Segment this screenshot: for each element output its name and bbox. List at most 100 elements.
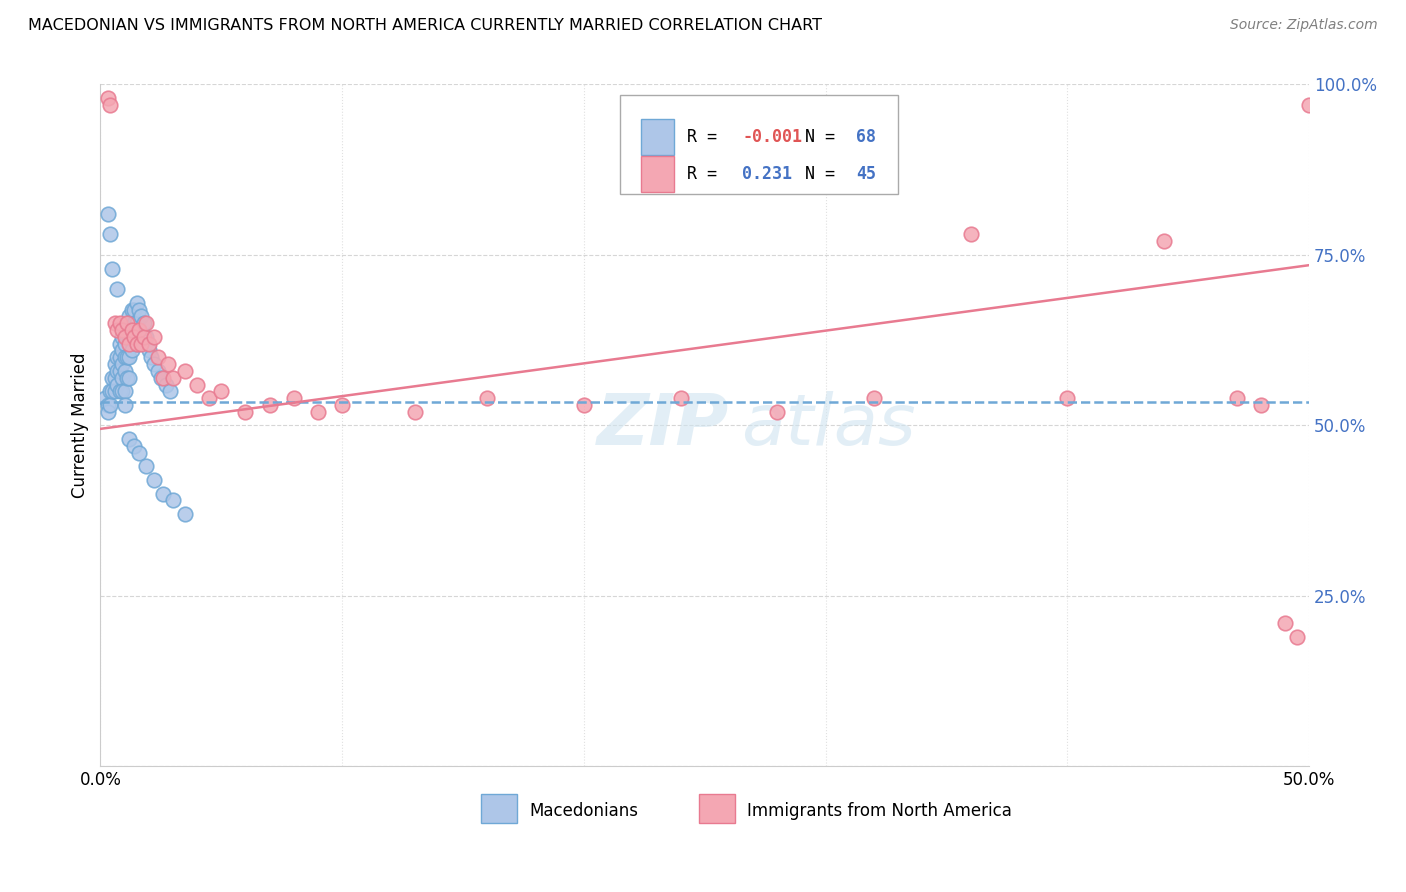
Point: [128, 323, 150, 337]
Point: [1250, 398, 1272, 412]
Point: [111, 370, 134, 384]
Point: [125, 295, 148, 310]
Point: [98, 98, 121, 112]
Point: [125, 336, 148, 351]
Point: [121, 323, 143, 337]
Point: [104, 370, 127, 384]
Point: [128, 302, 150, 317]
Point: [111, 357, 134, 371]
Point: [152, 486, 174, 500]
Point: [959, 227, 981, 242]
Y-axis label: Currently Married: Currently Married: [72, 352, 89, 499]
Point: [669, 391, 692, 405]
Point: [1285, 630, 1308, 644]
Point: [114, 364, 136, 378]
FancyBboxPatch shape: [620, 95, 898, 194]
Point: [148, 351, 170, 365]
Point: [159, 384, 181, 399]
Point: [863, 391, 886, 405]
Point: [1056, 391, 1078, 405]
Bar: [699, 795, 735, 823]
Point: [157, 357, 180, 371]
Point: [128, 446, 150, 460]
Point: [105, 323, 128, 337]
Point: [108, 316, 131, 330]
Point: [108, 336, 131, 351]
Point: [104, 384, 127, 399]
Point: [111, 343, 134, 358]
Point: [125, 316, 148, 330]
Point: [135, 330, 157, 344]
Point: [108, 364, 131, 378]
Point: [111, 330, 134, 344]
Point: [98, 384, 121, 399]
Point: [135, 459, 157, 474]
Point: [114, 330, 136, 344]
Point: [155, 377, 177, 392]
Point: [98, 398, 121, 412]
Point: [132, 330, 155, 344]
Point: [162, 370, 184, 384]
Point: [118, 310, 141, 324]
Point: [111, 384, 134, 399]
Text: MACEDONIAN VS IMMIGRANTS FROM NORTH AMERICA CURRENTLY MARRIED CORRELATION CHART: MACEDONIAN VS IMMIGRANTS FROM NORTH AMER…: [28, 18, 823, 33]
Point: [1153, 235, 1175, 249]
Point: [135, 316, 157, 330]
Point: [121, 323, 143, 337]
Point: [105, 351, 128, 365]
Point: [105, 364, 128, 378]
Point: [108, 384, 131, 399]
Point: [1298, 98, 1320, 112]
Point: [235, 405, 257, 419]
Point: [114, 351, 136, 365]
Point: [174, 364, 197, 378]
Text: Source: ZipAtlas.com: Source: ZipAtlas.com: [1230, 18, 1378, 32]
Point: [122, 316, 145, 330]
Point: [138, 336, 160, 351]
Point: [114, 336, 136, 351]
Text: N =: N =: [806, 165, 845, 183]
Point: [1225, 391, 1247, 405]
Bar: [481, 795, 517, 823]
Text: atlas: atlas: [741, 391, 915, 460]
Point: [122, 330, 145, 344]
Point: [138, 343, 160, 358]
Point: [209, 384, 232, 399]
Point: [142, 330, 165, 344]
Point: [115, 330, 138, 344]
Point: [174, 507, 197, 521]
Point: [115, 316, 138, 330]
Point: [104, 357, 127, 371]
Point: [1274, 616, 1296, 631]
Point: [97, 405, 120, 419]
Point: [121, 343, 143, 358]
Point: [122, 302, 145, 317]
Point: [128, 323, 150, 337]
Point: [101, 370, 124, 384]
Point: [131, 336, 153, 351]
Point: [97, 398, 120, 412]
Point: [114, 398, 136, 412]
Point: [111, 323, 134, 337]
Text: 0.231: 0.231: [742, 165, 792, 183]
Point: [142, 473, 165, 487]
Text: R =: R =: [686, 128, 727, 146]
Point: [115, 370, 138, 384]
Text: 45: 45: [856, 165, 876, 183]
Point: [101, 261, 124, 276]
Text: N =: N =: [806, 128, 845, 146]
Point: [259, 398, 281, 412]
Point: [307, 405, 329, 419]
Text: R =: R =: [686, 165, 727, 183]
Point: [283, 391, 305, 405]
Point: [118, 351, 141, 365]
Point: [118, 370, 141, 384]
Point: [330, 398, 353, 412]
Point: [97, 207, 120, 221]
Point: [101, 384, 124, 399]
Point: [142, 357, 165, 371]
Point: [94, 391, 117, 405]
Text: Macedonians: Macedonians: [530, 802, 638, 820]
Point: [104, 316, 127, 330]
Bar: [641, 156, 675, 192]
